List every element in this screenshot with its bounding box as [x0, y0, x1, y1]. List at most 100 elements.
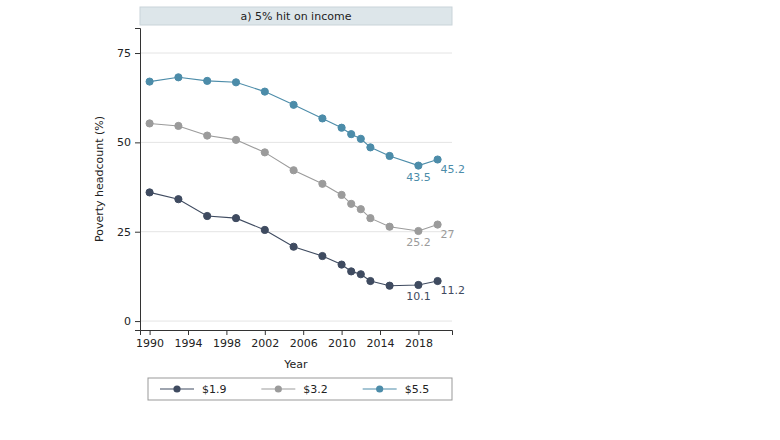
tick: 1998 — [213, 330, 241, 350]
series-markers — [146, 120, 441, 235]
series-line — [150, 192, 438, 285]
tick-label: 2014 — [367, 337, 395, 350]
tick-mark — [188, 330, 189, 335]
marker — [146, 78, 153, 85]
series-markers — [146, 74, 441, 169]
legend-label: $5.5 — [405, 383, 430, 396]
tick-label: 2010 — [328, 337, 356, 350]
marker — [348, 200, 355, 207]
plot-area — [146, 74, 441, 290]
legend-item: $3.2 — [261, 383, 328, 396]
marker — [290, 167, 297, 174]
series-markers — [146, 189, 441, 289]
tick: 2018 — [405, 330, 433, 350]
data-labels: 10.111.225.22743.545.2 — [406, 163, 465, 303]
legend-label: $1.9 — [202, 383, 227, 396]
grid-line — [140, 321, 452, 322]
legend-item: $1.9 — [160, 383, 227, 396]
marker — [338, 261, 345, 268]
data-label: 10.1 — [406, 290, 431, 303]
marker — [261, 226, 268, 233]
tick: 1990 — [136, 330, 164, 350]
marker — [175, 74, 182, 81]
marker — [357, 271, 364, 278]
marker — [357, 135, 364, 142]
tick: 2002 — [251, 330, 279, 350]
tick-label: 50 — [117, 136, 131, 149]
marker — [204, 77, 211, 84]
marker — [146, 120, 153, 127]
tick: 25 — [117, 226, 140, 239]
data-label: 45.2 — [441, 163, 466, 176]
marker — [261, 88, 268, 95]
chart: a) 5% hit on income 0 25 50 75 1990 1994 1998 20… — [0, 0, 780, 440]
tick-mark — [418, 330, 419, 335]
legend-marker — [173, 385, 180, 392]
tick-mark — [380, 330, 381, 335]
legend-label: $3.2 — [303, 383, 328, 396]
tick-label: 25 — [117, 226, 131, 239]
tick-mark — [135, 53, 140, 54]
marker — [386, 223, 393, 230]
marker — [386, 152, 393, 159]
marker — [232, 136, 239, 143]
axis-line — [135, 29, 141, 331]
legend-marker — [275, 385, 282, 392]
marker — [348, 131, 355, 138]
tick-mark — [342, 330, 343, 335]
marker — [415, 162, 422, 169]
marker — [415, 227, 422, 234]
legend-item: $5.5 — [363, 383, 430, 396]
marker — [386, 282, 393, 289]
grid-line — [140, 231, 452, 232]
marker — [232, 215, 239, 222]
legend: $1.9 $3.2 $5.5 — [148, 378, 452, 400]
grid-line — [140, 142, 452, 143]
marker — [338, 124, 345, 131]
marker — [357, 206, 364, 213]
tick-mark — [135, 232, 140, 233]
marker — [367, 144, 374, 151]
tick-label: 0 — [124, 315, 131, 328]
marker — [290, 243, 297, 250]
grid-line — [140, 53, 452, 54]
tick: 2006 — [290, 330, 318, 350]
marker — [319, 252, 326, 259]
tick-label: 1994 — [175, 337, 203, 350]
marker — [146, 189, 153, 196]
y-axis-title: Poverty headcount (%) — [93, 116, 106, 242]
marker — [415, 281, 422, 288]
marker — [204, 212, 211, 219]
tick-label: 1998 — [213, 337, 241, 350]
marker — [319, 180, 326, 187]
tick-label: 2002 — [251, 337, 279, 350]
tick: 2014 — [367, 330, 395, 350]
marker — [261, 149, 268, 156]
marker — [367, 215, 374, 222]
legend-box — [148, 378, 452, 400]
tick-mark — [135, 142, 140, 143]
marker — [319, 115, 326, 122]
marker — [290, 101, 297, 108]
marker — [232, 79, 239, 86]
tick: 0 — [124, 315, 140, 328]
tick-mark — [150, 330, 151, 335]
tick-mark — [265, 330, 266, 335]
x-axis-title: Year — [283, 358, 308, 371]
tick: 2010 — [328, 330, 356, 350]
marker — [204, 132, 211, 139]
data-label: 25.2 — [406, 236, 431, 249]
tick: 75 — [117, 47, 140, 60]
marker — [175, 196, 182, 203]
y-axis: 0 25 50 75 — [117, 29, 141, 331]
axis-line — [141, 331, 453, 336]
tick-label: 2018 — [405, 337, 433, 350]
title: a) 5% hit on income — [241, 10, 352, 23]
data-label: 43.5 — [406, 171, 431, 184]
grid — [140, 53, 452, 321]
data-label: 11.2 — [441, 284, 466, 297]
tick: 50 — [117, 136, 140, 149]
series-line — [150, 123, 438, 231]
tick-label: 75 — [117, 47, 131, 60]
marker — [348, 268, 355, 275]
